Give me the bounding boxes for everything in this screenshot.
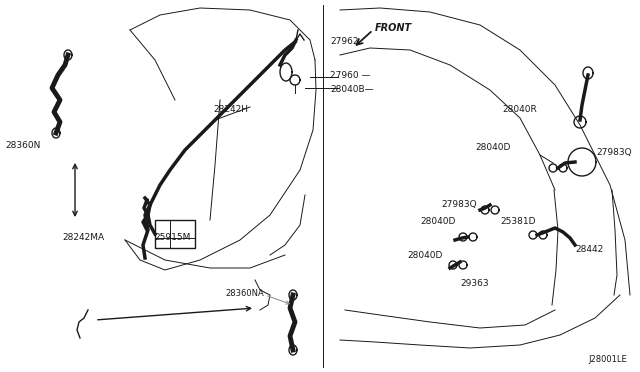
Text: 28360N: 28360N [5,141,40,150]
Text: J28001LE: J28001LE [588,355,627,364]
Text: 28040D: 28040D [475,144,510,153]
Text: 28040D: 28040D [420,218,456,227]
Text: 28040R: 28040R [502,106,537,115]
Text: 28242H: 28242H [213,106,248,115]
Text: 28040D: 28040D [407,250,442,260]
Text: 28242MA: 28242MA [62,232,104,241]
Text: 28360NA: 28360NA [225,289,264,298]
Bar [155,220,195,248]
Text: 28040B—: 28040B— [330,86,374,94]
Text: 25381D: 25381D [500,218,536,227]
Text: 27983Q: 27983Q [596,148,632,157]
Text: FRONT: FRONT [375,23,412,33]
Text: 27960 —: 27960 — [330,71,371,80]
Text: 28442: 28442 [575,246,604,254]
Text: 29363: 29363 [460,279,488,289]
Text: 25915M: 25915M [154,232,190,241]
Text: 27962: 27962 [330,38,358,46]
Text: 27983Q: 27983Q [441,201,477,209]
